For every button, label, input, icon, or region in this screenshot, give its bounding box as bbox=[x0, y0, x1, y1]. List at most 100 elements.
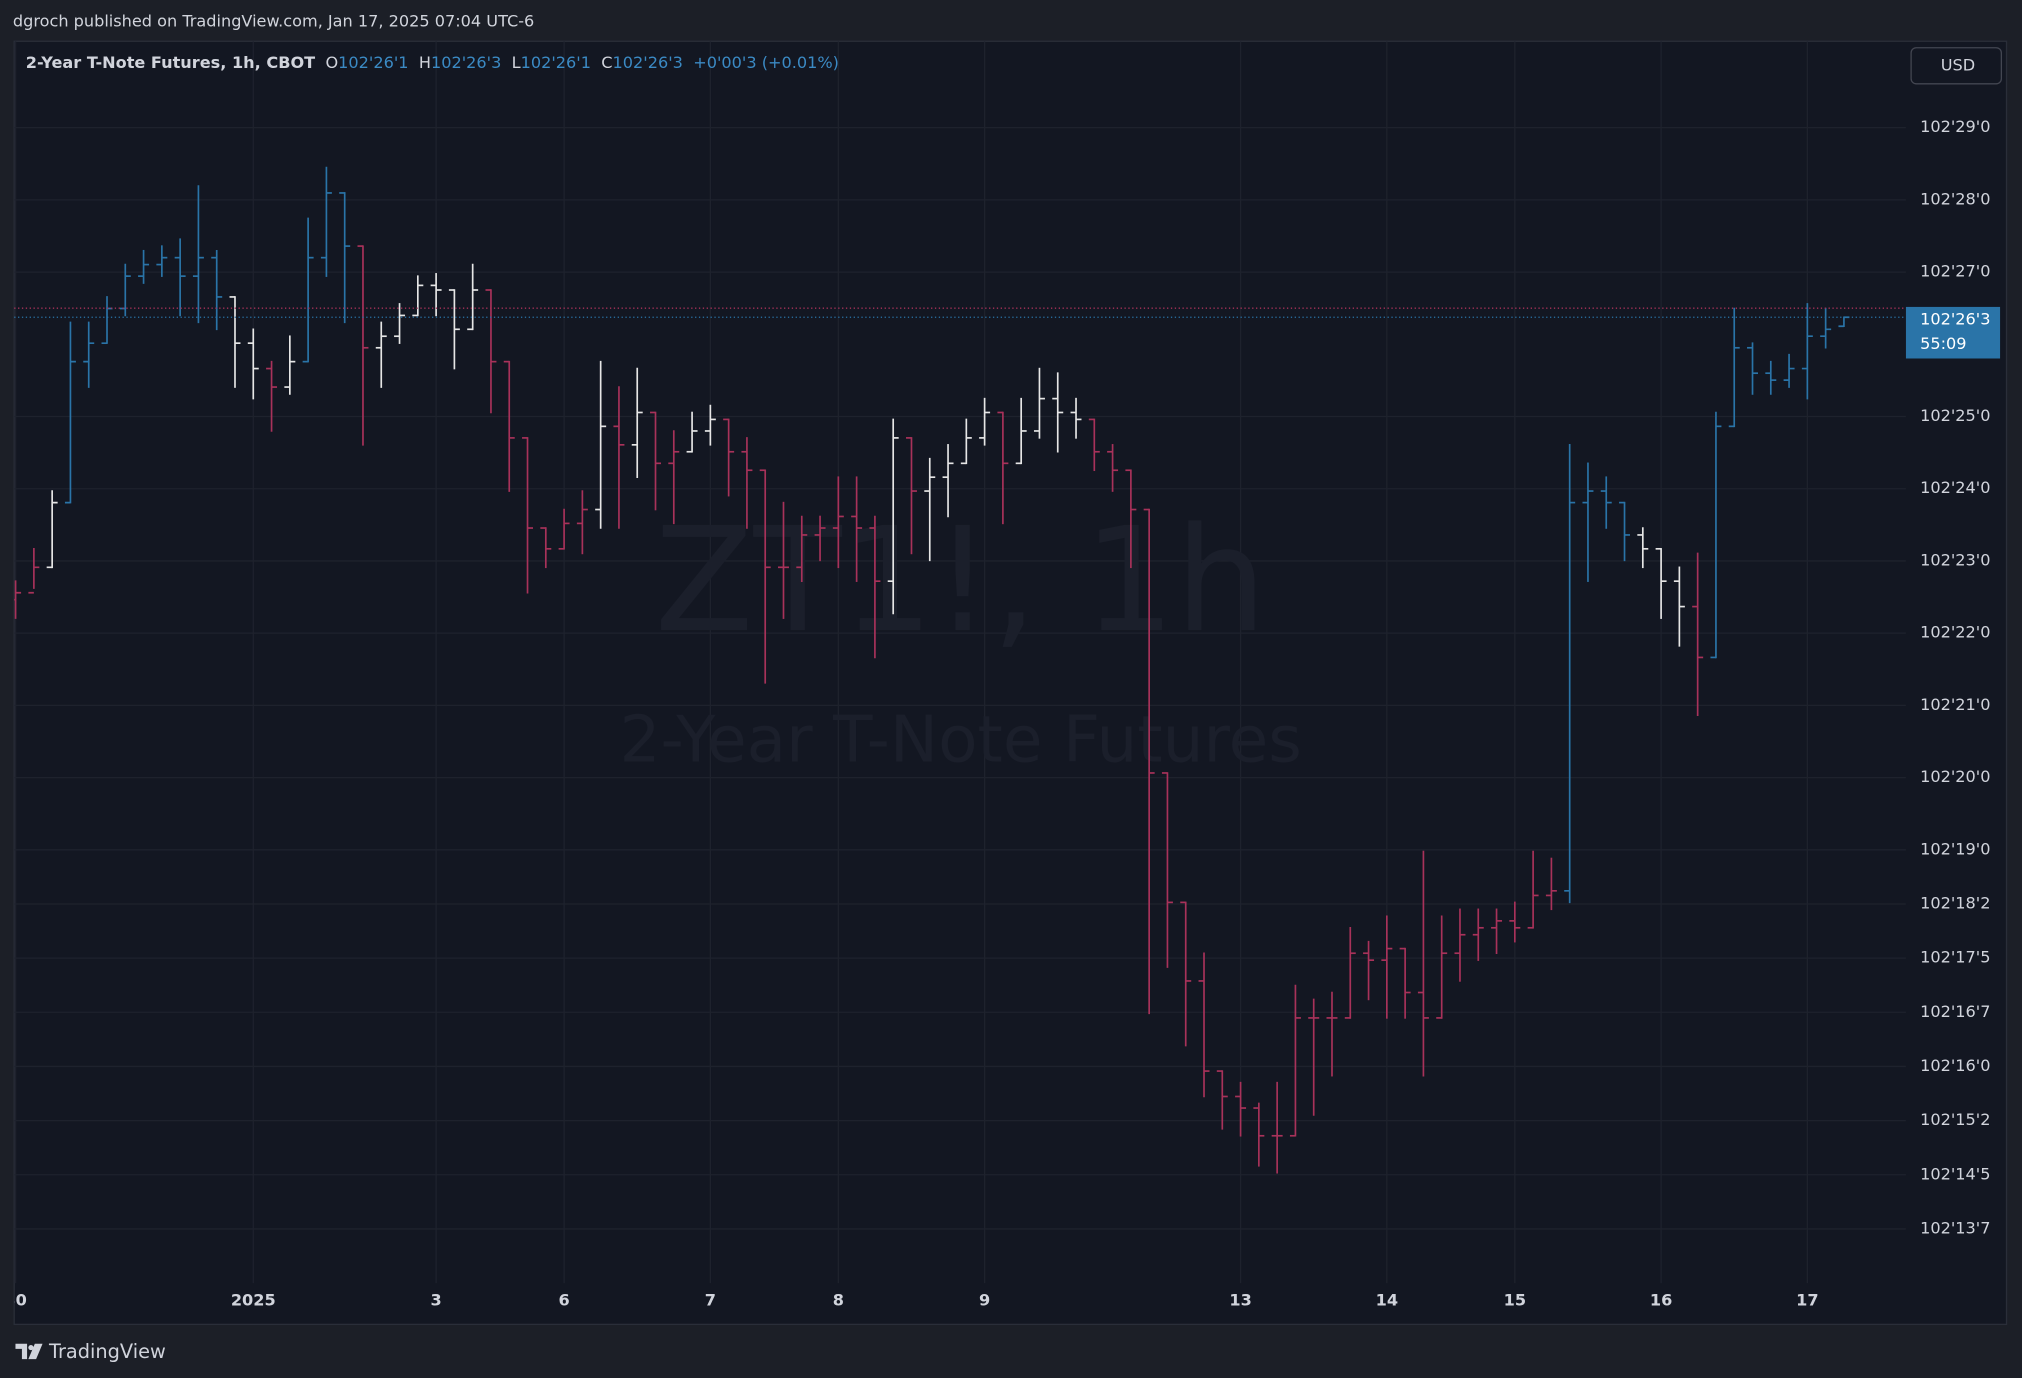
ohlc-bar bbox=[1472, 908, 1484, 961]
brand-logo-dot bbox=[28, 1344, 34, 1351]
ohlc-bar bbox=[979, 397, 991, 446]
ohlc-bar bbox=[869, 515, 881, 659]
ohlc-bar bbox=[1253, 1102, 1265, 1167]
legend-key: L bbox=[512, 53, 521, 72]
ohlc-bar bbox=[960, 418, 972, 465]
y-tick-label: 102'18'2 bbox=[1920, 893, 1990, 912]
chart-frame bbox=[13, 40, 2008, 1326]
ohlc-bar bbox=[576, 490, 588, 555]
x-tick-label: 6 bbox=[558, 1291, 569, 1310]
legend-high: 102'26'3 bbox=[431, 53, 501, 72]
ohlc-bar bbox=[796, 515, 808, 582]
legend-key: O bbox=[325, 53, 338, 72]
watermark-description: 2-Year T-Note Futures bbox=[620, 703, 1302, 778]
x-tick-label: 9 bbox=[979, 1291, 990, 1310]
ohlc-bar bbox=[1491, 908, 1503, 954]
bars bbox=[14, 166, 1850, 1174]
x-tick-label: 30 bbox=[4, 1291, 26, 1310]
ohlc-bar bbox=[1801, 303, 1813, 400]
ohlc-bar bbox=[1180, 901, 1192, 1047]
ohlc-bar bbox=[905, 437, 917, 555]
ohlc-bar bbox=[1655, 547, 1667, 619]
ohlc-bar bbox=[1765, 360, 1777, 395]
ohlc-bar bbox=[503, 360, 515, 492]
ohlc-bar bbox=[832, 476, 844, 569]
ohlc-bar bbox=[1527, 850, 1539, 929]
ohlc-bar bbox=[1344, 927, 1356, 1019]
ohlc-bar bbox=[1728, 307, 1740, 428]
watermark-symbol: ZT1!, 1h bbox=[655, 497, 1267, 665]
ohlc-bar bbox=[1289, 984, 1301, 1137]
ohlc-bar bbox=[759, 469, 771, 684]
y-tick-label: 102'16'0 bbox=[1920, 1056, 1990, 1075]
countdown-label: 55:09 bbox=[1920, 334, 1966, 353]
ohlc-bar bbox=[631, 367, 643, 478]
ohlc-bar bbox=[1454, 908, 1466, 982]
ohlc-bar bbox=[1673, 566, 1685, 647]
ohlc-bar bbox=[467, 263, 479, 331]
brand-name: TradingView bbox=[48, 1340, 166, 1363]
ohlc-bar bbox=[1161, 772, 1173, 968]
ohlc-bar bbox=[741, 437, 753, 529]
ohlc-bar bbox=[1033, 367, 1045, 439]
currency-button[interactable] bbox=[1910, 47, 2003, 85]
ohlc-bar bbox=[997, 411, 1009, 525]
legend: 2-Year T-Note Futures, 1h, CBOT O102'26'1… bbox=[26, 53, 839, 72]
y-tick-label: 102'21'0 bbox=[1920, 695, 1990, 714]
ohlc-bar bbox=[412, 275, 424, 317]
ohlc-bar bbox=[924, 457, 936, 562]
ohlc-bar bbox=[704, 404, 716, 446]
legend-change: +0'00'3 (+0.01%) bbox=[693, 53, 839, 72]
price-tag bbox=[1905, 306, 2001, 359]
y-tick-label: 102'29'0 bbox=[1920, 117, 1990, 136]
y-tick-label: 102'20'0 bbox=[1920, 767, 1990, 786]
ohlc-bar bbox=[156, 245, 168, 277]
ohlc-bar bbox=[339, 192, 351, 324]
ohlc-bar bbox=[1326, 991, 1338, 1077]
y-tick-label: 102'23'0 bbox=[1920, 550, 1990, 569]
ohlc-bar bbox=[650, 411, 661, 511]
ohlc-bar bbox=[1820, 307, 1832, 349]
ohlc-bar bbox=[1710, 411, 1722, 659]
ohlc-bar bbox=[1783, 353, 1795, 388]
currency-label[interactable]: USD bbox=[1941, 55, 1975, 74]
ohlc-bar bbox=[1363, 940, 1375, 1001]
ohlc-bar bbox=[394, 303, 406, 344]
y-tick-label: 102'16'7 bbox=[1920, 1002, 1990, 1021]
ohlc-bar bbox=[302, 217, 314, 363]
ohlc-bar bbox=[14, 580, 22, 619]
ohlc-bar bbox=[28, 548, 40, 594]
ohlc-bar bbox=[247, 328, 259, 400]
ohlc-bar bbox=[778, 501, 789, 619]
x-tick-label: 3 bbox=[430, 1291, 441, 1310]
ohlc-bar bbox=[448, 289, 460, 370]
ohlc-bar bbox=[1692, 552, 1704, 716]
ohlc-bar bbox=[942, 444, 954, 518]
ohlc-bar bbox=[1509, 901, 1521, 943]
x-axis: 30 2025 3 6 7 8 9 13 14 15 16 17 bbox=[4, 1291, 1818, 1310]
ohlc-bar bbox=[814, 515, 826, 562]
ohlc-bar bbox=[887, 418, 899, 615]
ohlc-bar bbox=[1399, 947, 1411, 1019]
ohlc-bar bbox=[430, 273, 442, 317]
legend-key: C bbox=[601, 53, 612, 72]
ohlc-bar bbox=[1436, 915, 1448, 1019]
ohlc-bar bbox=[540, 527, 552, 569]
y-tick-label: 102'25'0 bbox=[1920, 406, 1990, 425]
ohlc-bar bbox=[1107, 444, 1119, 492]
ohlc-bar bbox=[284, 335, 296, 395]
ohlc-bar bbox=[174, 238, 186, 317]
ohlc-bar bbox=[320, 166, 332, 277]
ohlc-bar bbox=[1271, 1081, 1283, 1174]
ohlc-bar bbox=[46, 490, 58, 569]
publisher-caption: dgroch published on TradingView.com, Jan… bbox=[13, 11, 534, 30]
ohlc-bar bbox=[64, 321, 76, 504]
y-tick-label: 102'22'0 bbox=[1920, 623, 1990, 642]
y-tick-label: 102'17'5 bbox=[1920, 948, 1990, 967]
y-tick-label: 102'24'0 bbox=[1920, 478, 1990, 497]
ohlc-bar bbox=[613, 386, 625, 529]
ohlc-bar bbox=[138, 249, 150, 284]
ohlc-bar bbox=[1125, 469, 1137, 569]
